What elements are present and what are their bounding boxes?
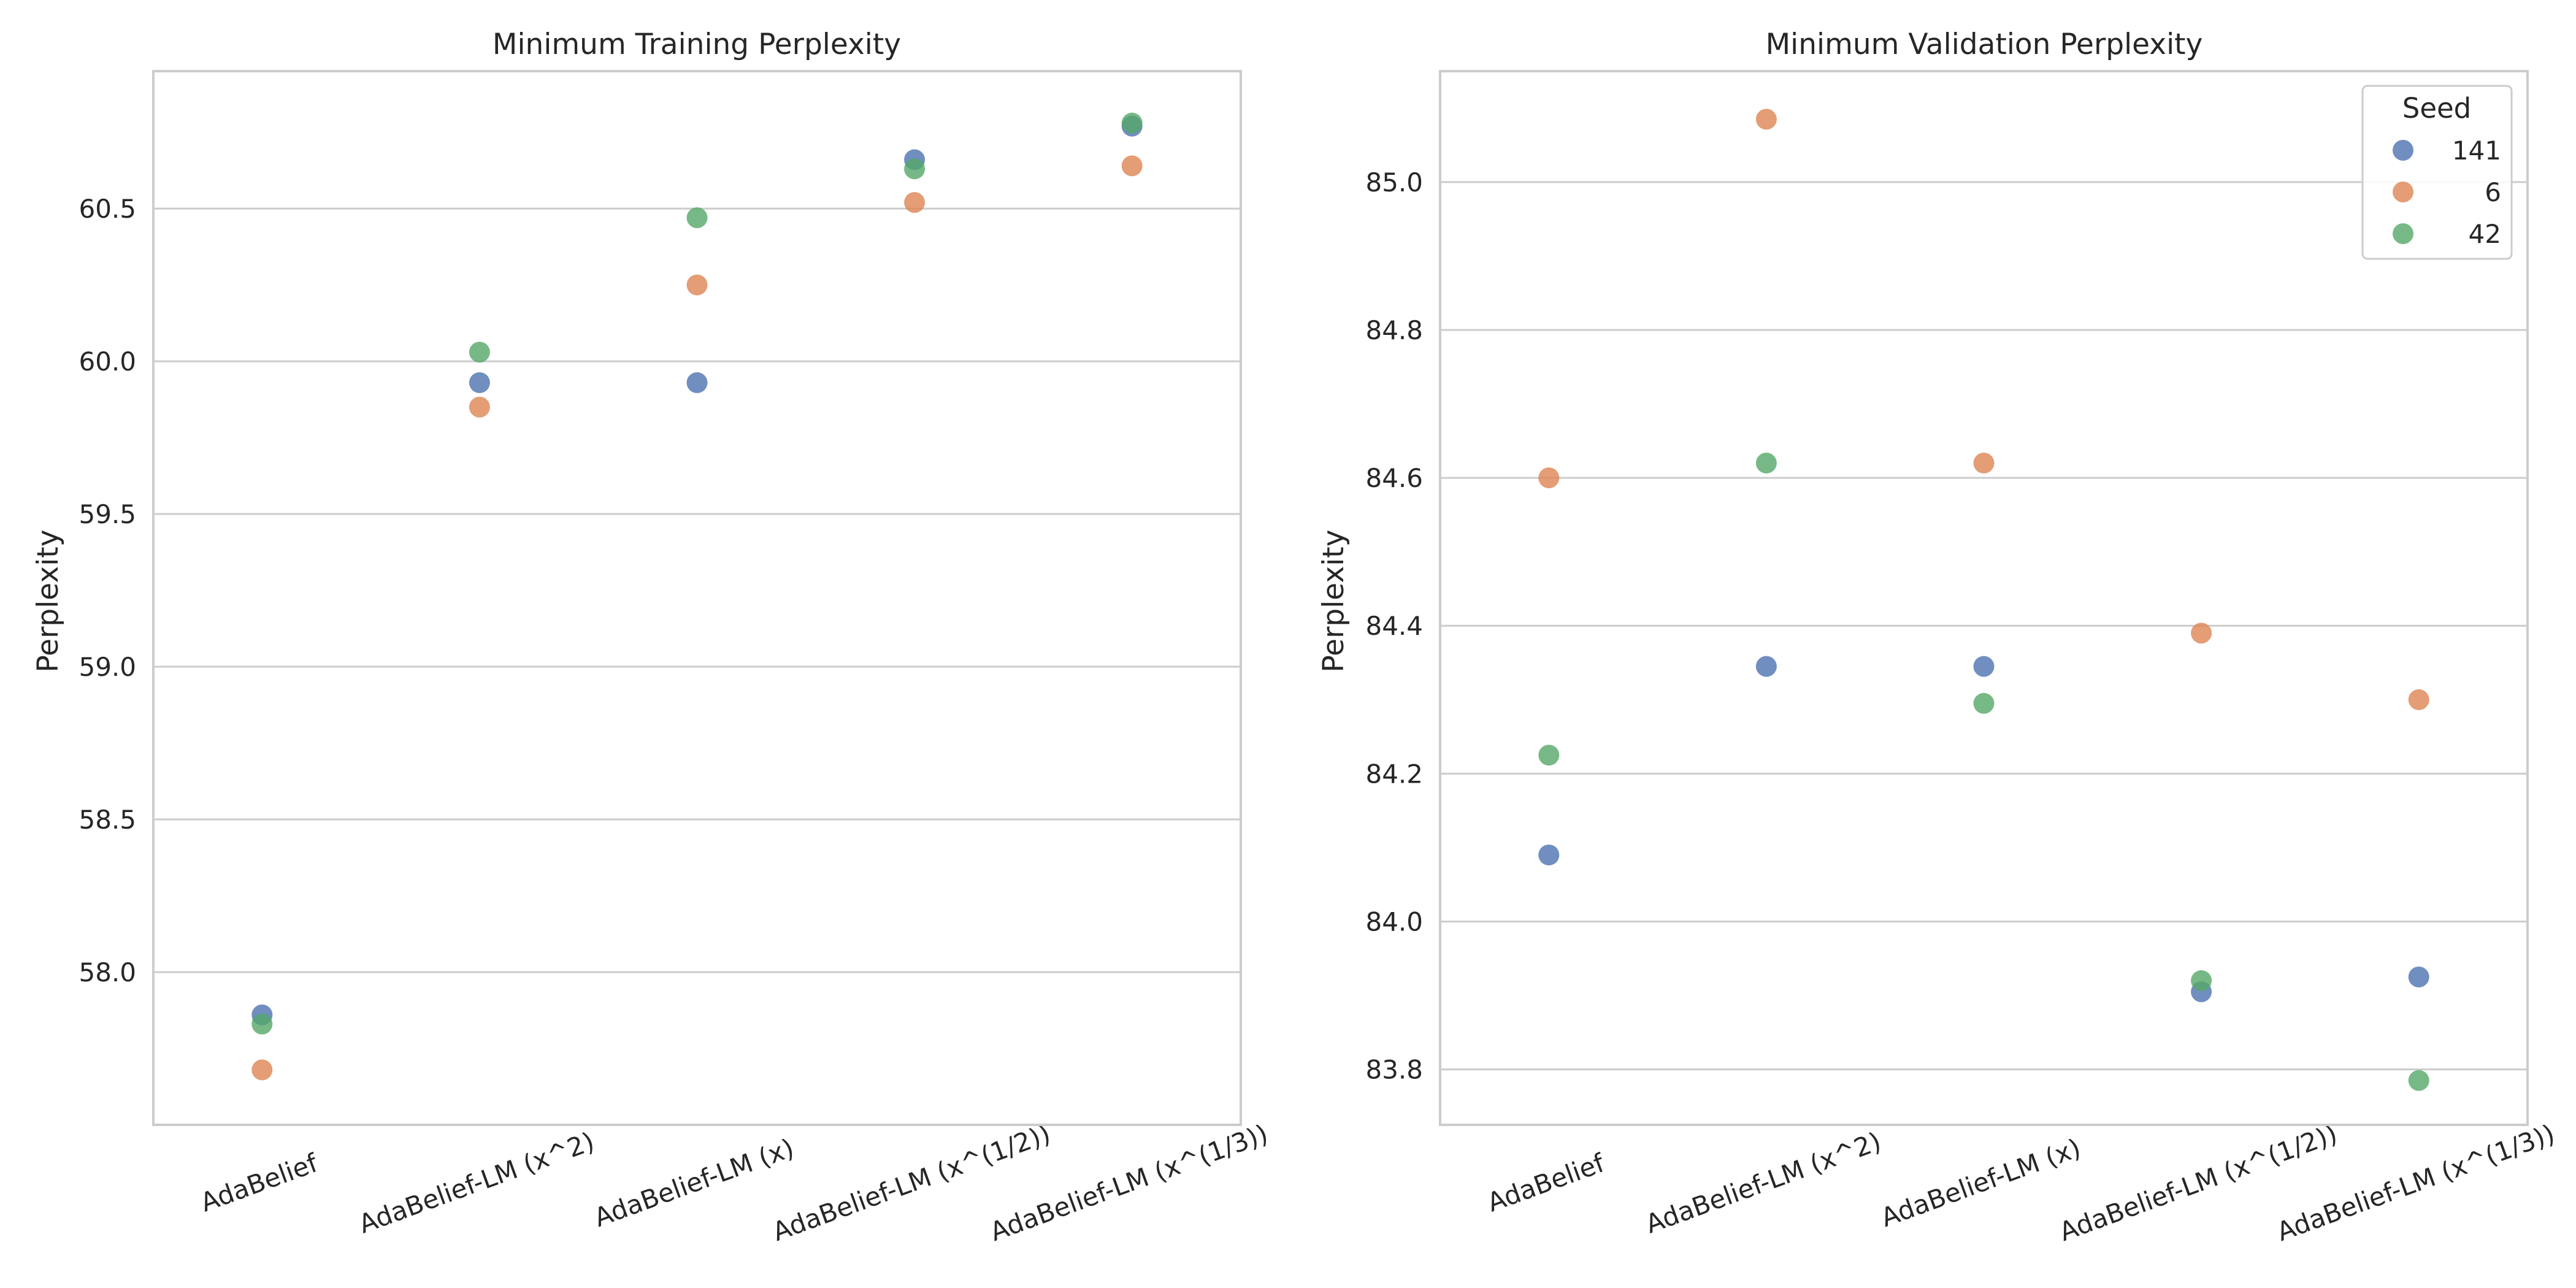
- y-tick-label: 60.5: [79, 194, 136, 224]
- data-point-seed-42: [1755, 452, 1777, 473]
- chart-title: Minimum Training Perplexity: [493, 28, 901, 61]
- data-point-seed-42: [1121, 112, 1143, 134]
- data-points: [1538, 109, 2429, 1091]
- data-point-seed-6: [2408, 689, 2429, 710]
- y-tick-label: 84.4: [1365, 611, 1423, 641]
- x-tick-label: AdaBelief-LM (x^2): [355, 1126, 599, 1239]
- legend-entry: 6: [2393, 177, 2501, 207]
- data-point-seed-6: [251, 1059, 273, 1081]
- data-points: [251, 112, 1143, 1081]
- legend-entry: 141: [2393, 136, 2501, 166]
- data-point-seed-6: [1538, 467, 1560, 489]
- data-point-seed-6: [2191, 623, 2212, 644]
- y-tick-label: 58.5: [79, 805, 136, 835]
- data-point-seed-141: [2408, 966, 2429, 987]
- legend: Seed 141 6 42: [2361, 85, 2513, 260]
- training-perplexity-panel: Minimum Training Perplexity Perplexity 5…: [31, 28, 1272, 1247]
- legend-marker: [2393, 140, 2413, 161]
- data-point-seed-141: [1755, 656, 1777, 677]
- data-point-seed-141: [1538, 844, 1560, 865]
- y-tick-label: 84.0: [1365, 907, 1423, 937]
- x-tick-labels: AdaBelief AdaBelief-LM (x^2)AdaBelief-LM …: [196, 1119, 1271, 1248]
- y-tick-label: 85.0: [1365, 167, 1423, 197]
- y-axis-label: Perplexity: [1317, 529, 1351, 672]
- data-point-seed-42: [2191, 970, 2212, 991]
- x-tick-label: AdaBelief: [1483, 1148, 1609, 1218]
- validation-perplexity-panel: Minimum Validation Perplexity Perplexity…: [1317, 28, 2559, 1247]
- x-tick-labels: AdaBelief AdaBelief-LM (x^2)AdaBelief-LM …: [1483, 1119, 2558, 1248]
- y-tick-labels: 83.8 84.0 84.2 84.4 84.6 84.8 85.0: [1365, 167, 1423, 1085]
- legend-label: 141: [2452, 136, 2501, 166]
- grid-lines: [1440, 181, 2528, 1071]
- y-tick-label: 58.0: [79, 957, 136, 987]
- x-tick-label: AdaBelief-LM (x): [590, 1133, 798, 1233]
- legend-entry: 42: [2393, 219, 2501, 249]
- legend-title: Seed: [2402, 92, 2472, 125]
- y-tick-label: 60.0: [79, 347, 136, 377]
- data-point-seed-42: [251, 1013, 273, 1035]
- y-tick-labels: 58.0 58.5 59.0 59.5 60.0 60.5: [79, 194, 136, 987]
- data-point-seed-42: [1973, 692, 1995, 714]
- y-tick-label: 83.8: [1365, 1055, 1423, 1085]
- data-point-seed-6: [1121, 155, 1143, 177]
- y-tick-label: 84.2: [1365, 759, 1423, 789]
- plot-frame: [1439, 70, 2529, 1126]
- grid-lines: [153, 207, 1241, 973]
- data-point-seed-42: [469, 342, 490, 363]
- data-point-seed-42: [1538, 745, 1560, 766]
- chart-title: Minimum Validation Perplexity: [1766, 28, 2203, 61]
- legend-label: 6: [2485, 177, 2501, 207]
- y-tick-label: 84.6: [1365, 463, 1423, 493]
- data-point-seed-42: [686, 207, 708, 229]
- legend-label: 42: [2469, 219, 2501, 249]
- y-tick-label: 59.0: [79, 652, 136, 682]
- data-point-seed-141: [1973, 656, 1995, 677]
- x-tick-label: AdaBelief-LM (x): [1877, 1133, 2085, 1233]
- legend-box: [2361, 85, 2513, 260]
- legend-marker: [2393, 182, 2413, 202]
- y-tick-label: 84.8: [1365, 315, 1423, 345]
- data-point-seed-6: [1755, 109, 1777, 130]
- x-tick-label: AdaBelief-LM (x^2): [1642, 1126, 1885, 1239]
- legend-marker: [2393, 223, 2413, 244]
- data-point-seed-6: [904, 192, 926, 213]
- data-point-seed-6: [1973, 452, 1995, 473]
- data-point-seed-42: [904, 158, 926, 180]
- y-axis-label: Perplexity: [31, 529, 65, 672]
- data-point-seed-6: [686, 274, 708, 296]
- data-point-seed-42: [2408, 1070, 2429, 1091]
- data-point-seed-141: [469, 372, 490, 393]
- x-tick-label: AdaBelief: [196, 1148, 322, 1218]
- y-tick-label: 59.5: [79, 499, 136, 529]
- data-point-seed-6: [469, 396, 490, 418]
- data-point-seed-141: [686, 372, 708, 393]
- plot-frame: [152, 70, 1242, 1126]
